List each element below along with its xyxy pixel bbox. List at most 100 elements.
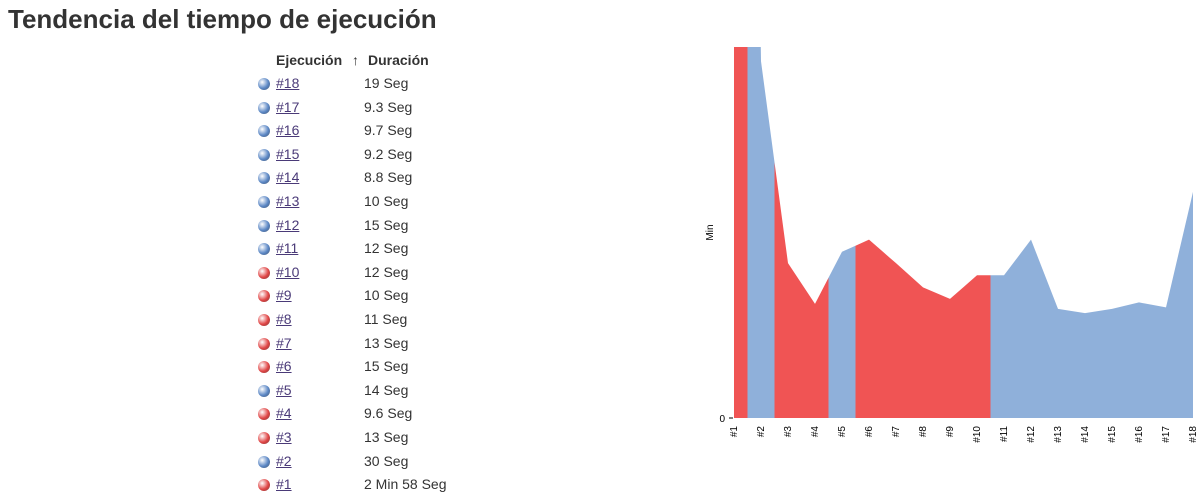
build-duration: 10 Seg [364, 287, 409, 304]
build-link[interactable]: #12 [276, 216, 300, 233]
status-ball [258, 479, 270, 492]
build-link[interactable]: #16 [276, 122, 300, 139]
build-duration: 9.3 Seg [364, 98, 413, 115]
area-segment [1152, 249, 1180, 418]
build-row: #12 15 Seg [254, 216, 454, 238]
build-duration: 13 Seg [364, 429, 409, 445]
build-link[interactable]: #5 [276, 381, 292, 398]
x-tick-label: #9 [945, 426, 956, 438]
build-link[interactable]: #11 [276, 240, 299, 257]
x-tick-label: #8 [918, 426, 929, 438]
build-link[interactable]: #17 [276, 98, 300, 115]
x-tick-label: #17 [1161, 426, 1172, 443]
build-link[interactable]: #7 [276, 334, 292, 351]
build-duration: 9.6 Seg [364, 405, 413, 422]
area-segment [828, 245, 856, 418]
area-segment [909, 275, 937, 418]
build-duration: 2 Min 58 Seg [364, 476, 447, 493]
area-segment [747, 47, 775, 418]
area-segment [855, 239, 883, 418]
status-ball [258, 408, 270, 421]
x-tick-label: #14 [1080, 426, 1091, 443]
status-ball [258, 219, 270, 232]
status-ball [258, 266, 270, 279]
build-duration: 10 Seg [364, 193, 409, 209]
build-duration: 11 Seg [364, 311, 408, 327]
status-ball [258, 314, 270, 326]
build-row: #5 14 Seg [254, 381, 454, 403]
build-row: #14 8.8 Seg [254, 168, 454, 190]
build-duration: 14 Seg [364, 381, 409, 398]
area-segment [963, 275, 991, 418]
y-tick-label: 0 [719, 414, 725, 425]
build-duration: 13 Seg [364, 334, 409, 351]
build-row: #11 12 Seg [254, 239, 454, 261]
build-duration: 9.7 Seg [364, 122, 413, 139]
x-tick-label: #5 [837, 426, 848, 438]
status-ball [258, 148, 270, 161]
y-axis-label: Min [705, 224, 716, 240]
build-row: #1 2 Min 58 Seg [254, 475, 454, 497]
build-row: #17 9.3 Seg [254, 98, 454, 120]
x-tick-label: #16 [1134, 426, 1145, 443]
status-ball [258, 455, 270, 468]
x-tick-label: #12 [1026, 426, 1037, 443]
build-link[interactable]: #9 [276, 287, 292, 304]
area-segment [990, 257, 1018, 418]
x-tick-label: #4 [810, 426, 821, 438]
build-link[interactable]: #18 [276, 75, 300, 91]
build-duration: 12 Seg [364, 263, 409, 280]
x-tick-label: #7 [891, 426, 902, 438]
build-link[interactable]: #2 [276, 452, 292, 469]
x-tick-label: #11 [999, 426, 1010, 442]
area-segment [882, 251, 910, 418]
build-row: #18 19 Seg [254, 74, 454, 96]
status-ball [258, 361, 270, 374]
build-row: #9 10 Seg [254, 286, 454, 308]
build-link[interactable]: #14 [276, 169, 300, 186]
status-ball [258, 384, 270, 397]
status-ball [258, 101, 270, 114]
build-row: #13 10 Seg [254, 192, 454, 214]
x-tick-label: #1 [729, 426, 740, 438]
build-duration: 15 Seg [364, 358, 409, 375]
status-ball [258, 337, 270, 350]
area-segment [1125, 302, 1153, 418]
status-ball [258, 172, 270, 185]
build-link[interactable]: #10 [276, 263, 300, 280]
build-link[interactable]: #15 [276, 145, 300, 162]
build-row: #10 12 Seg [254, 263, 454, 285]
area-segment [1179, 191, 1193, 418]
build-duration: 15 Seg [364, 216, 409, 233]
build-link[interactable]: #1 [276, 476, 292, 493]
build-link[interactable]: #13 [276, 193, 300, 209]
status-ball [258, 196, 270, 208]
build-row: #6 15 Seg [254, 357, 454, 379]
build-link[interactable]: #4 [276, 405, 292, 422]
x-tick-label: #18 [1188, 426, 1199, 443]
area-segment [1017, 239, 1045, 418]
status-ball [258, 432, 270, 444]
header-row: Ejecución ↑ Duración [254, 50, 454, 72]
column-header[interactable]: Ejecución [276, 52, 343, 68]
x-tick-label: #13 [1053, 426, 1064, 443]
build-duration: 30 Seg [364, 452, 409, 469]
build-row: #2 30 Seg [254, 452, 454, 474]
area-segment [734, 47, 748, 418]
build-row: #16 9.7 Seg [254, 121, 454, 143]
build-link[interactable]: #3 [276, 429, 292, 445]
build-link[interactable]: #6 [276, 358, 292, 375]
x-tick-label: #2 [756, 426, 767, 438]
x-tick-label: #3 [783, 426, 794, 438]
status-ball [258, 125, 270, 138]
build-duration: 9.2 Seg [364, 145, 413, 162]
build-link[interactable]: #8 [276, 311, 292, 327]
area-segment [936, 287, 964, 418]
column-header[interactable]: ↑ [352, 52, 359, 68]
build-row: #4 9.6 Seg [254, 404, 454, 426]
area-segment [774, 162, 802, 418]
column-header[interactable]: Duración [368, 52, 429, 68]
build-row: #15 9.2 Seg [254, 145, 454, 167]
x-tick-label: #6 [864, 426, 875, 438]
